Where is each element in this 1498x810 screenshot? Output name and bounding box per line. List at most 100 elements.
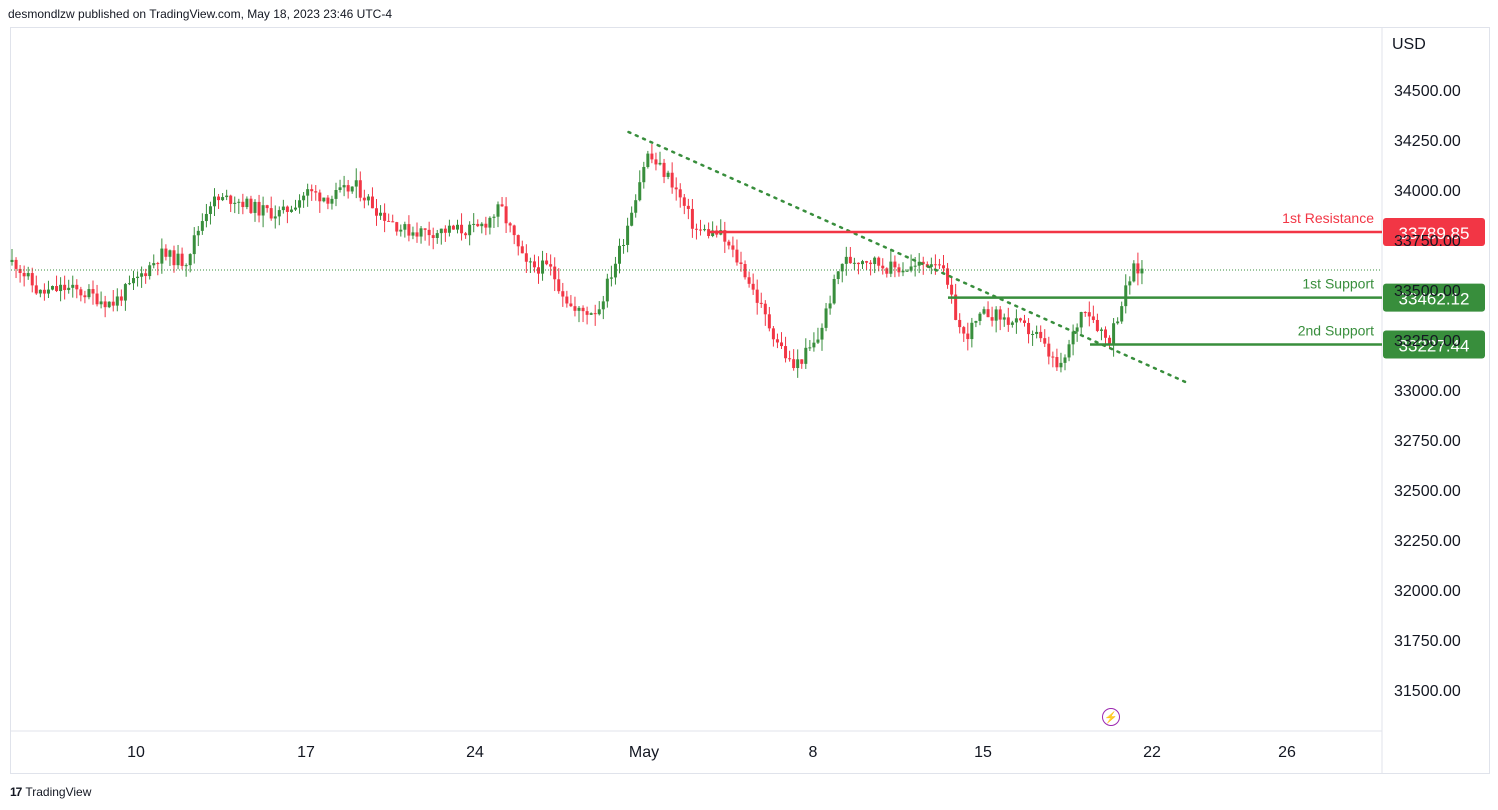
candle-body	[115, 296, 119, 306]
y-tick-label: 33250.00	[1394, 333, 1461, 350]
candle-body	[723, 230, 727, 242]
price-tag	[1383, 283, 1485, 312]
candle-body	[95, 293, 99, 305]
x-tick-label: 15	[974, 744, 992, 761]
candle-body	[34, 285, 38, 294]
candle-body	[1051, 356, 1055, 358]
candle-body	[38, 289, 42, 294]
candle-body	[1018, 318, 1022, 321]
candle-body	[492, 216, 496, 218]
candle-body	[26, 273, 30, 277]
candle-body	[451, 225, 455, 230]
candle-body	[379, 212, 383, 216]
candle-body	[532, 261, 536, 268]
x-tick-label: 26	[1278, 744, 1296, 761]
candle-body	[269, 208, 273, 219]
candle-body	[537, 267, 540, 274]
candle-body	[1104, 329, 1107, 338]
candle-body	[994, 309, 998, 321]
candle-body	[294, 207, 297, 210]
candle-body	[763, 303, 767, 315]
candle-body	[1039, 331, 1043, 339]
y-tick-label: 34500.00	[1394, 83, 1461, 100]
lightning-icon[interactable]: ⚡	[1102, 708, 1120, 726]
candle-body	[500, 204, 504, 207]
candle-body	[1124, 285, 1128, 307]
candle-body	[111, 301, 115, 306]
candle-body	[302, 195, 306, 201]
candle-body	[1120, 306, 1124, 322]
candle-body	[330, 198, 334, 204]
publisher-caption: desmondlzw published on TradingView.com,…	[8, 7, 392, 21]
candle-body	[929, 264, 933, 267]
candle-body	[573, 306, 577, 311]
candle-body	[83, 295, 87, 298]
level-label: 1st Resistance	[1282, 210, 1374, 226]
candle-body	[14, 259, 18, 269]
chart-frame[interactable]	[10, 27, 1490, 774]
y-tick-label: 33750.00	[1394, 233, 1461, 250]
candle-body	[1136, 263, 1140, 274]
candle-body	[520, 246, 524, 254]
y-tick-label: 33500.00	[1394, 283, 1461, 300]
candle-body	[1132, 263, 1136, 282]
candle-body	[735, 249, 739, 263]
candle-body	[460, 224, 464, 234]
candle-body	[464, 233, 468, 236]
candle-body	[383, 212, 387, 221]
candle-body	[63, 284, 67, 291]
y-tick-label: 32750.00	[1394, 433, 1461, 450]
candle-body	[338, 187, 342, 190]
candle-body	[196, 230, 200, 236]
candle-body	[119, 296, 123, 301]
tradingview-logo[interactable]: 17 TradingView	[10, 785, 91, 799]
candle-body	[1014, 318, 1018, 323]
time-axis[interactable]: 10 17 24 May 8 15 22 26	[127, 744, 1296, 761]
candle-body	[411, 232, 415, 236]
candle-body	[861, 261, 864, 265]
candle-body	[937, 264, 941, 266]
candle-body	[569, 303, 573, 307]
candle-body	[103, 301, 107, 308]
level-label: 1st Support	[1302, 276, 1374, 292]
price-axis[interactable]: 34500.00 34250.00 34000.00 33750.00 33500.00…	[1394, 83, 1461, 700]
candle-body	[375, 208, 378, 216]
candle-body	[553, 266, 557, 280]
tradingview-mark-icon: 17	[10, 785, 22, 799]
candle-body	[1095, 319, 1099, 331]
candle-body	[565, 296, 569, 304]
candle-body	[213, 196, 216, 207]
candle-body	[780, 342, 783, 347]
candle-body	[630, 212, 634, 226]
candle-body	[1023, 320, 1026, 323]
candle-body	[1059, 362, 1063, 368]
candle-body	[873, 257, 877, 265]
candle-body	[407, 224, 411, 236]
candle-body	[132, 278, 135, 284]
candle-body	[22, 272, 26, 277]
candle-body	[593, 313, 597, 315]
candle-body	[289, 209, 293, 212]
candle-body	[901, 270, 905, 273]
candle-body	[597, 309, 601, 315]
levels-layer: 1st Resistance 33789.85 1st Support 33462.1…	[11, 130, 1485, 384]
candle-body	[812, 342, 816, 348]
candle-body	[1071, 331, 1075, 345]
y-tick-label: 32250.00	[1394, 533, 1461, 550]
candle-body	[549, 264, 553, 267]
candle-body	[541, 260, 545, 274]
candle-body	[75, 284, 79, 290]
candle-body	[192, 235, 196, 255]
candle-body	[524, 253, 528, 262]
candle-body	[59, 284, 63, 292]
candle-body	[788, 358, 792, 360]
candle-body	[472, 223, 476, 225]
candle-body	[172, 250, 176, 266]
candle-body	[1002, 317, 1006, 320]
candle-body	[208, 206, 212, 214]
y-tick-label: 32500.00	[1394, 483, 1461, 500]
x-tick-label: 24	[466, 744, 484, 761]
candle-body	[399, 229, 403, 232]
candle-body	[622, 244, 626, 246]
